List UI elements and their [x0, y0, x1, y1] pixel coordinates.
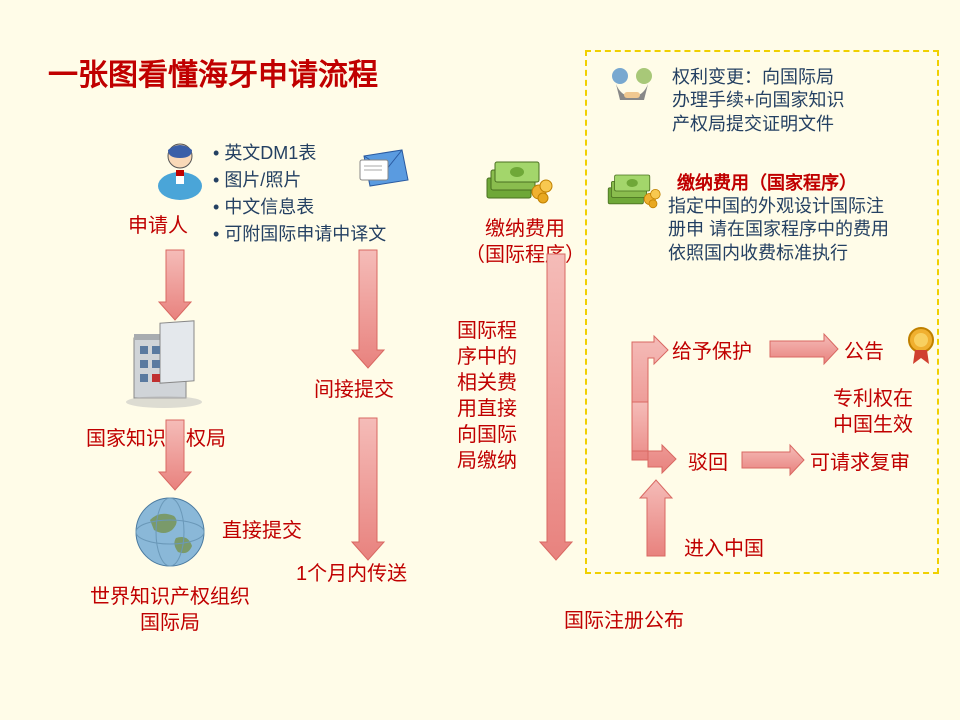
label-effective: 专利权在 中国生效	[828, 386, 918, 438]
label-rights-change: 权利变更：向国际局 办理手续+向国家知识 产权局提交证明文件	[672, 66, 912, 136]
label-cnipa: 国家知识产权局	[86, 426, 226, 452]
label-indirect: 间接提交	[314, 377, 394, 403]
money-icon	[483, 152, 553, 204]
building-icon	[120, 320, 210, 410]
page-title: 一张图看懂海牙申请流程	[48, 50, 378, 94]
label-enter-china: 进入中国	[684, 536, 764, 562]
label-notice: 公告	[844, 339, 884, 365]
label-one-month: 1个月内传送	[296, 561, 407, 587]
handshake-icon	[606, 66, 658, 112]
label-fee-national-desc: 指定中国的外观设计国际注 册申 请在国家程序中的费用 依照国内收费标准执行	[668, 195, 928, 265]
label-grant: 给予保护	[672, 339, 752, 365]
label-fee-national-title: 缴纳费用（国家程序）	[677, 172, 857, 195]
label-reject: 驳回	[688, 450, 728, 476]
label-fee-intl-desc: 国际程 序中的 相关费 用直接 向国际 局缴纳	[457, 318, 527, 474]
money-icon-2	[605, 167, 661, 211]
document-bullets: 英文DM1表图片/照片中文信息表可附国际申请中译文	[213, 140, 386, 248]
person-icon	[150, 140, 210, 200]
globe-icon	[130, 492, 210, 572]
label-wipo: 世界知识产权组织 国际局	[80, 584, 260, 636]
label-review: 可请求复审	[810, 450, 910, 476]
label-fee-intl-title: 缴纳费用 （国际程序）	[460, 216, 590, 268]
medal-icon	[905, 326, 937, 366]
label-applicant: 申请人	[128, 213, 188, 239]
label-intl-pub: 国际注册公布	[564, 608, 684, 634]
label-direct: 直接提交	[222, 518, 302, 544]
